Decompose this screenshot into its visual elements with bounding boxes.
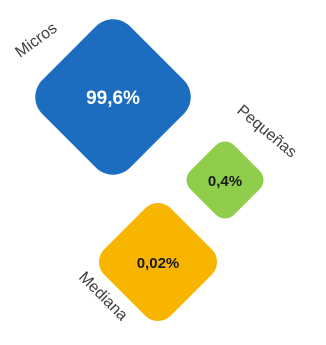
- value-label-pequenas: 0,4%: [208, 173, 242, 190]
- value-label-mediana: 0,02%: [137, 255, 180, 272]
- diamond-micros: [35, 19, 191, 175]
- value-label-micros: 99,6%: [86, 88, 140, 109]
- diamond-pequenas: [186, 141, 264, 219]
- diamond-mediana: [98, 202, 218, 322]
- category-label-micros: Micros: [12, 20, 60, 61]
- category-label-pequenas: Pequeñas: [233, 102, 299, 161]
